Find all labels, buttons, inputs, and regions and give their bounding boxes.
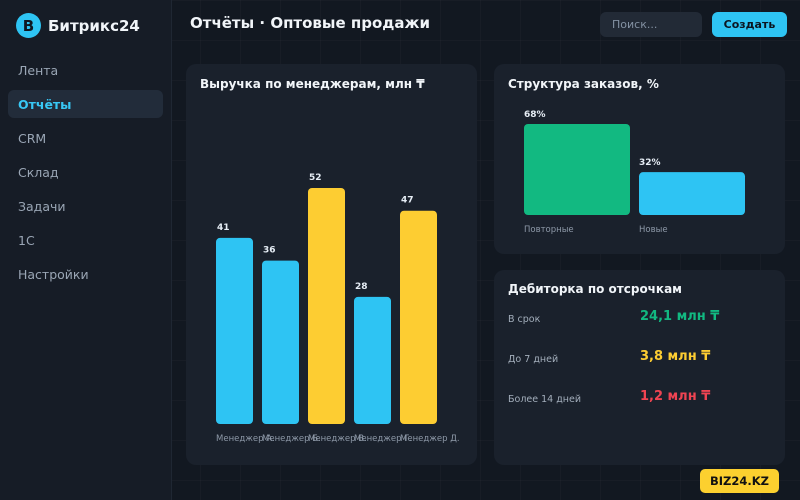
receivables-row: В срок 24,1 млн ₸	[508, 309, 773, 329]
revenue-bar-chart: 41 Менеджер А. 36 Менеджер Б. 52 Менеджер В. 2…	[216, 173, 460, 444]
revenue-bar-category: Менеджер Д.	[400, 434, 460, 444]
sidebar-item-1c[interactable]: 1С	[18, 232, 35, 248]
revenue-bar-value: 41	[217, 223, 230, 233]
sidebar-item-warehouse[interactable]: Склад	[18, 164, 59, 180]
sidebar-item-feed[interactable]: Лента	[18, 62, 59, 78]
revenue-bar	[354, 296, 391, 424]
orders-structure-bar	[639, 172, 745, 215]
receivables-row-label: До 7 дней	[508, 354, 559, 365]
orders-structure-bar-value: 32%	[639, 158, 661, 168]
receivables-card: Дебиторка по отсрочкам В срок 24,1 млн ₸…	[494, 270, 785, 465]
revenue-bar-value: 28	[355, 282, 368, 292]
receivables-row-value: 3,8 млн ₸	[640, 349, 711, 364]
revenue-bar-category: Менеджер Б.	[262, 434, 321, 444]
revenue-bar	[400, 210, 437, 424]
revenue-bar	[262, 260, 299, 424]
receivables-row: Более 14 дней 1,2 млн ₸	[508, 389, 773, 409]
orders-structure-bar	[524, 124, 630, 215]
revenue-bar	[216, 237, 253, 424]
receivables-row: До 7 дней 3,8 млн ₸	[508, 349, 773, 369]
search-input[interactable]: Поиск...	[600, 12, 702, 37]
brand-name: Битрикс24	[48, 16, 140, 35]
sidebar-item-settings[interactable]: Настройки	[18, 266, 89, 282]
receivables-row-value: 24,1 млн ₸	[640, 309, 720, 324]
bitrix-logo-icon: B	[16, 13, 41, 38]
page-title: Отчёты · Оптовые продажи	[190, 14, 430, 32]
revenue-bar-value: 36	[263, 246, 276, 256]
revenue-bar-value: 47	[401, 196, 414, 206]
sidebar-item-tasks[interactable]: Задачи	[18, 198, 66, 214]
receivables-title: Дебиторка по отсрочкам	[508, 282, 682, 296]
orders-structure-card: Структура заказов, % 68% Повторные 32% Новы…	[494, 64, 785, 254]
orders-structure-chart: 68% Повторные 32% Новые	[524, 110, 745, 235]
receivables-row-value: 1,2 млн ₸	[640, 389, 711, 404]
sidebar-item-crm[interactable]: CRM	[18, 130, 47, 146]
sidebar: B Битрикс24 Лента Отчёты CRM Склад Задач…	[0, 0, 172, 500]
revenue-bar-category: Менеджер В.	[308, 434, 367, 444]
orders-structure-bar-category: Новые	[639, 225, 668, 235]
watermark-badge: BIZ24.KZ	[700, 469, 779, 493]
revenue-bar	[308, 188, 345, 424]
sidebar-nav: Лента Отчёты CRM Склад Задачи 1С Настрой…	[8, 56, 163, 294]
create-button[interactable]: Создать	[712, 12, 787, 37]
revenue-card: Выручка по менеджерам, млн ₸ 41 Менеджер …	[186, 64, 477, 465]
revenue-bar-category: Менеджер Г.	[354, 434, 412, 444]
receivables-row-label: Более 14 дней	[508, 394, 582, 405]
revenue-bar-category: Менеджер А.	[216, 434, 275, 444]
revenue-bar-value: 52	[309, 173, 322, 183]
orders-structure-bar-category: Повторные	[524, 225, 574, 235]
brand[interactable]: B Битрикс24	[16, 13, 140, 38]
orders-structure-bar-value: 68%	[524, 110, 546, 120]
sidebar-item-reports[interactable]: Отчёты	[8, 90, 163, 118]
receivables-row-label: В срок	[508, 314, 541, 325]
revenue-card-title: Выручка по менеджерам, млн ₸	[200, 77, 425, 91]
orders-structure-title: Структура заказов, %	[508, 77, 659, 91]
